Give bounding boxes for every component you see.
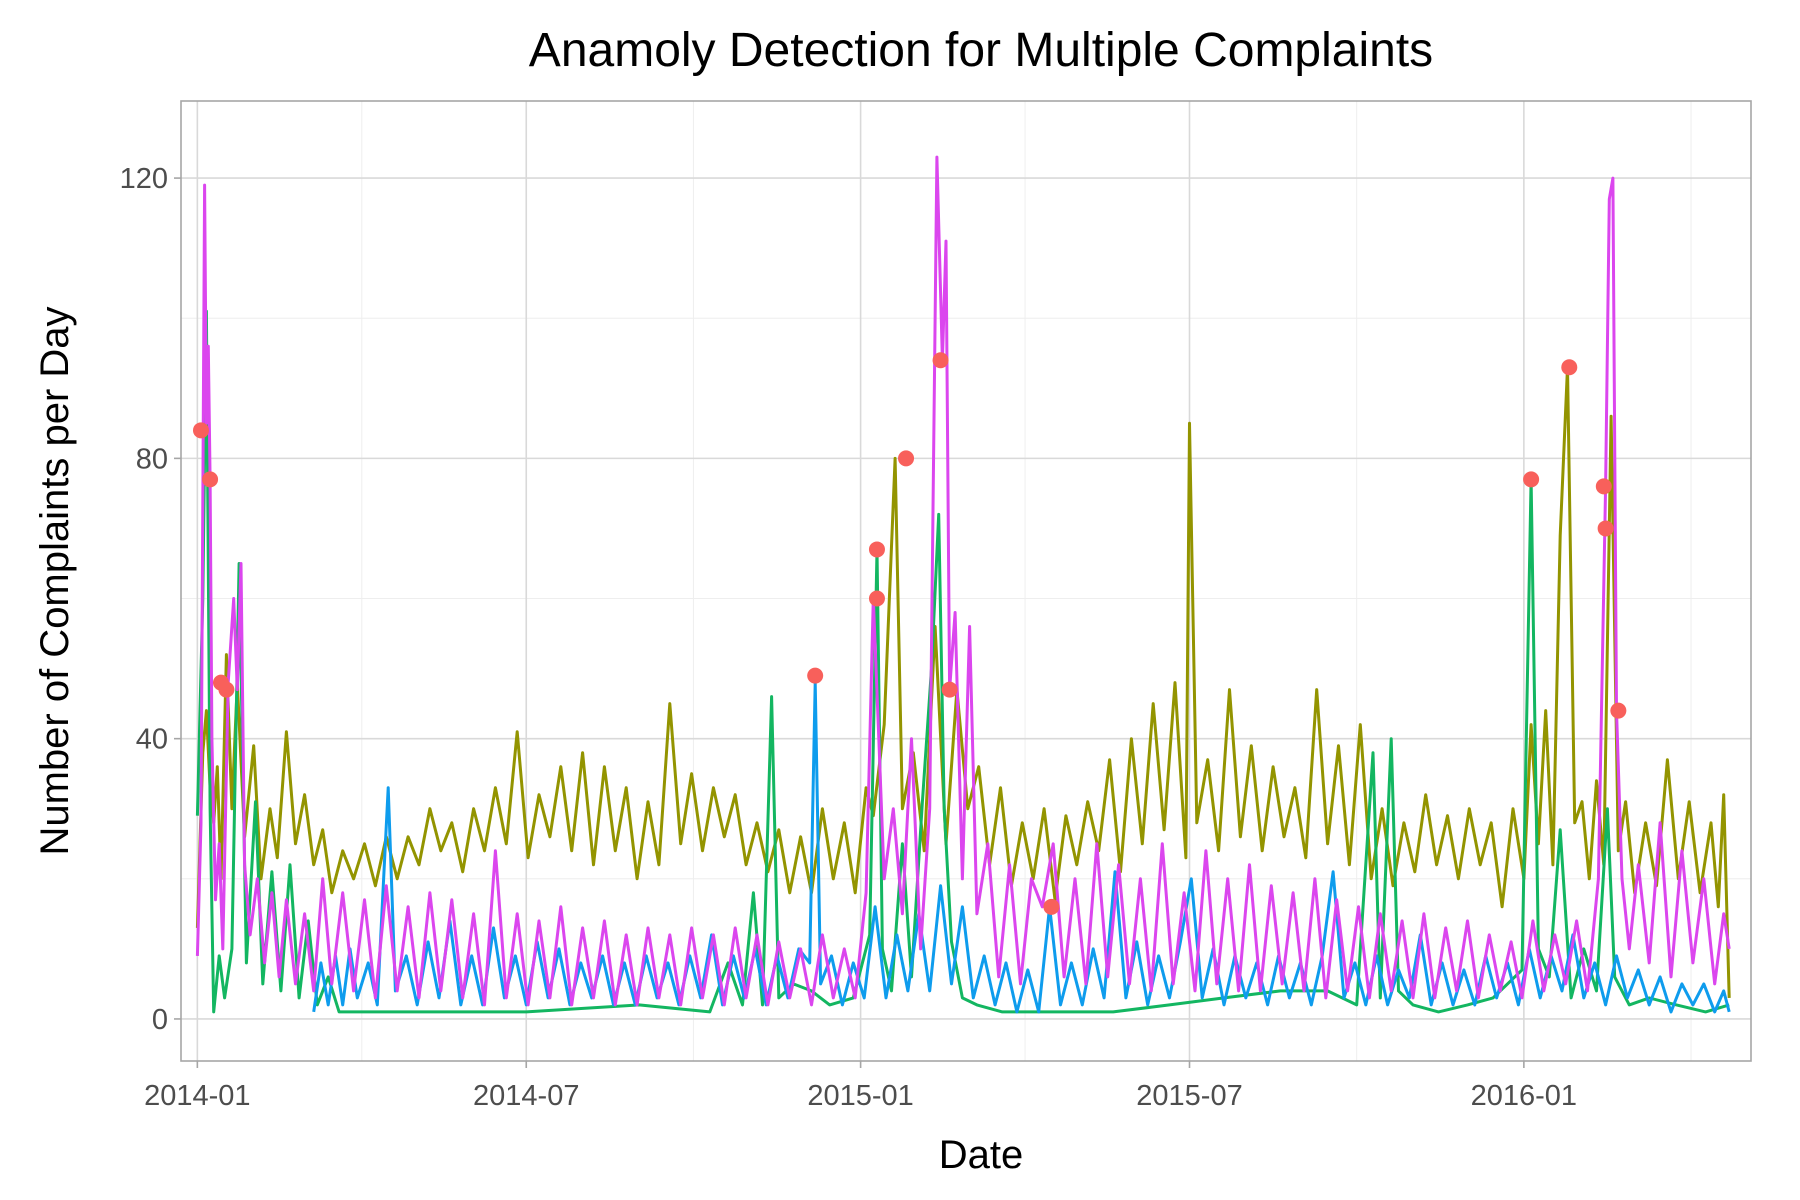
y-axis-label: Number of Complaints per Day — [33, 306, 77, 855]
series-line-1 — [195, 365, 1731, 998]
y-tick-label: 80 — [136, 443, 168, 475]
series-line-4 — [195, 155, 1731, 1007]
anomaly-point — [932, 352, 949, 369]
y-axis: 0 40 80 120 — [120, 163, 181, 1036]
anomaly-point — [202, 471, 219, 488]
anomaly-point — [1610, 702, 1627, 719]
anomaly-point — [898, 450, 915, 467]
x-tick-label: 2016-01 — [1471, 1080, 1577, 1112]
plot-panel — [180, 100, 1752, 1062]
anomaly-point — [1597, 520, 1614, 537]
anomaly-point — [868, 590, 885, 607]
x-tick-label: 2015-07 — [1136, 1080, 1242, 1112]
major-gridlines — [181, 101, 1751, 1061]
anomaly-points — [192, 352, 1627, 915]
y-tick-label: 40 — [136, 724, 168, 756]
series-layer — [195, 155, 1731, 1014]
anomaly-point — [192, 422, 209, 439]
x-axis-label: Date — [939, 1133, 1024, 1177]
anomaly-point — [807, 667, 824, 684]
x-tick-label: 2014-07 — [473, 1080, 579, 1112]
x-tick-label: 2015-01 — [807, 1080, 913, 1112]
anomaly-point — [1595, 478, 1612, 495]
chart-title: Anamoly Detection for Multiple Complaint… — [529, 24, 1433, 77]
anomaly-point — [1561, 359, 1578, 376]
anomaly-point — [868, 541, 885, 558]
x-tick-label: 2014-01 — [144, 1080, 250, 1112]
anomaly-point — [1043, 898, 1060, 915]
y-tick-label: 0 — [152, 1004, 168, 1036]
anomaly-point — [218, 681, 235, 698]
anomaly-point — [1523, 471, 1540, 488]
y-tick-label: 120 — [120, 163, 168, 195]
minor-gridlines — [181, 101, 1751, 1061]
x-axis: 2014-01 2014-07 2015-01 2015-07 2016-01 — [144, 1061, 1577, 1112]
anomaly-point — [941, 681, 958, 698]
